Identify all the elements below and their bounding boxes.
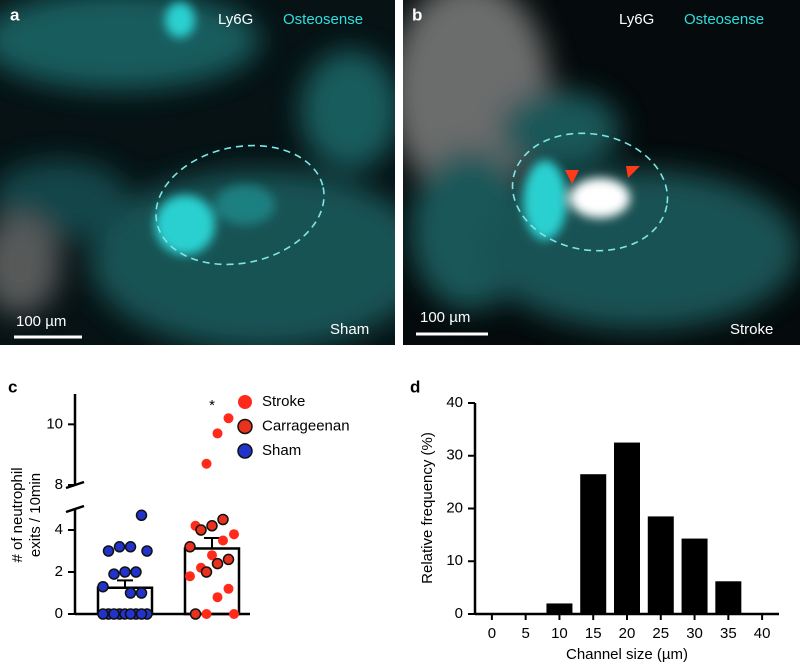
data-point — [200, 566, 213, 578]
y-axis-label: # of neutrophil — [9, 467, 26, 562]
legend-label: Stroke — [262, 393, 305, 410]
x-tick-label: 40 — [754, 625, 771, 642]
data-point — [223, 583, 234, 594]
stain-label: Osteosense — [684, 11, 764, 28]
x-tick-label: 20 — [619, 625, 636, 642]
data-point — [218, 535, 228, 546]
data-point — [189, 608, 202, 620]
image-a — [0, 0, 395, 345]
data-point — [229, 529, 239, 540]
data-point — [124, 587, 137, 599]
bar — [580, 474, 607, 614]
x-tick-label: 35 — [720, 625, 737, 642]
data-point — [141, 545, 153, 557]
y-tick-label: 4 — [55, 521, 63, 538]
x-tick-label: 30 — [686, 625, 703, 642]
data-point — [217, 513, 229, 526]
legend-label: Carrageenan — [262, 417, 350, 434]
bar — [614, 442, 640, 614]
condition-label: Sham — [330, 321, 369, 338]
y-tick-label: 8 — [55, 476, 63, 493]
annotation: * — [209, 397, 215, 414]
bar — [681, 538, 708, 614]
y-tick-label: 40 — [446, 394, 463, 411]
data-point — [211, 557, 224, 570]
data-point — [223, 413, 234, 424]
data-point — [185, 571, 195, 582]
data-point — [113, 541, 126, 553]
data-point — [135, 608, 148, 620]
bar — [647, 516, 674, 614]
y-tick-label: 0 — [455, 605, 463, 622]
y-tick-label: 20 — [446, 499, 463, 516]
data-point — [108, 568, 120, 580]
panel-label: d — [410, 377, 420, 396]
panel-label: c — [8, 377, 17, 396]
x-tick-label: 25 — [652, 625, 669, 642]
legend-label: Sham — [262, 442, 301, 459]
axis-break — [65, 504, 85, 514]
data-point — [201, 609, 212, 619]
legend-marker — [237, 418, 253, 435]
data-point — [102, 545, 115, 557]
panel-label: a — [10, 5, 20, 24]
data-point — [212, 428, 223, 439]
y-axis-label: exits / 10min — [27, 473, 44, 557]
data-point — [212, 592, 223, 603]
y-tick-label: 30 — [446, 447, 463, 464]
bar — [715, 581, 742, 614]
y-axis-label: Relative frequency (%) — [419, 432, 436, 584]
data-point — [119, 566, 131, 578]
x-tick-label: 15 — [585, 625, 602, 642]
data-point — [135, 587, 148, 599]
stain-label: Ly6G — [218, 11, 253, 28]
x-tick-label: 0 — [488, 625, 496, 642]
data-point — [206, 520, 218, 532]
data-point — [130, 566, 142, 578]
x-tick-label: 10 — [551, 625, 568, 642]
y-tick-label: 10 — [46, 415, 63, 432]
data-point — [108, 608, 120, 620]
condition-label: Stroke — [730, 321, 773, 338]
legend-marker — [238, 395, 252, 409]
data-point — [229, 609, 239, 619]
legend-marker — [237, 443, 253, 459]
bar — [546, 603, 573, 614]
scale-label: 100 µm — [16, 313, 66, 330]
y-tick-label: 0 — [55, 605, 63, 622]
data-point — [222, 553, 235, 566]
data-point — [97, 608, 109, 620]
data-point — [207, 550, 217, 561]
image-b — [403, 0, 800, 345]
y-tick-label: 10 — [446, 552, 463, 569]
y-tick-label: 2 — [55, 563, 63, 580]
data-point — [97, 580, 109, 593]
data-point — [135, 509, 148, 522]
data-point — [124, 608, 137, 620]
scale-label: 100 µm — [420, 309, 470, 326]
x-tick-label: 5 — [521, 625, 529, 642]
data-point — [184, 541, 196, 553]
data-point — [124, 541, 137, 553]
data-point — [201, 458, 212, 469]
stain-label: Ly6G — [619, 11, 654, 28]
x-axis-label: Channel size (µm) — [566, 646, 688, 663]
stain-label: Osteosense — [283, 11, 363, 28]
data-point — [195, 524, 207, 536]
panel-label: b — [412, 5, 422, 24]
